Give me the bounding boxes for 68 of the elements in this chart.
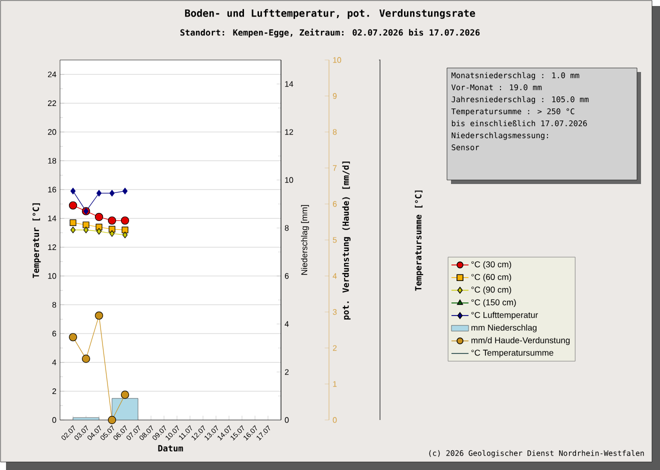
legend-label: °C (150 cm) <box>471 299 516 307</box>
y2-axis-title: Niederschlag [mm] <box>301 205 309 275</box>
y2-tick-label: 0 <box>284 417 289 423</box>
point <box>82 354 90 363</box>
point <box>94 212 104 222</box>
y3-tick-label: 10 <box>333 57 342 63</box>
point <box>83 226 89 234</box>
point <box>109 190 115 196</box>
y-tick-label: 8 <box>52 302 56 308</box>
y3-tick-label: 2 <box>332 345 337 351</box>
point <box>109 230 115 237</box>
y2-tick-label: 6 <box>284 273 289 279</box>
x-axis-title: Datum <box>158 445 183 452</box>
y-tick-label: 14 <box>48 216 56 222</box>
y-tick-label: 20 <box>48 129 56 135</box>
y-tick-label: 2 <box>52 388 56 394</box>
point <box>96 190 102 196</box>
y2-tick-label: 8 <box>284 225 289 231</box>
point <box>120 390 130 399</box>
legend-label: °C (60 cm) <box>471 274 512 282</box>
y3-tick-label: 7 <box>332 165 337 171</box>
y-axis-title: Temperatur [°C] <box>32 203 41 278</box>
point <box>70 188 76 194</box>
point <box>122 226 128 234</box>
y2-tick-label: 14 <box>285 81 294 87</box>
point <box>70 219 76 226</box>
point <box>108 216 116 225</box>
legend-label: mm Niederschlag <box>471 324 536 332</box>
point <box>122 188 128 194</box>
text: Boden- und Lufttemperatur, pot. Verdunstungsrate <box>185 9 476 19</box>
y3-axis-title: pot. Verdunstung (Haude) [mm/d] <box>342 162 351 320</box>
y3-tick-label: 9 <box>332 93 337 99</box>
point <box>70 226 76 234</box>
text: Temperatursumme [°C] <box>414 190 424 291</box>
point <box>68 201 78 210</box>
y2-tick-label: 12 <box>285 129 294 135</box>
y3-tick-label: 4 <box>332 273 337 279</box>
y-tick-label: 16 <box>48 186 56 192</box>
point <box>108 416 116 424</box>
legend-label: °C Lufttemperatur <box>471 312 538 320</box>
y3-tick-label: 5 <box>332 237 337 243</box>
y-tick-label: 24 <box>48 72 56 78</box>
text: Standort: Kempen-Egge, Zeitraum: 02.07.2026 bis 17.07.2026 <box>180 28 480 38</box>
y3-tick-label: 1 <box>333 381 337 387</box>
y2-tick-label: 4 <box>284 321 289 327</box>
y3-tick-label: 8 <box>332 129 337 135</box>
legend-label: °C Temperatursumme <box>471 350 554 358</box>
y-tick-label: 6 <box>52 330 56 336</box>
point <box>68 333 78 342</box>
legend-label: °C (90 cm) <box>471 286 512 294</box>
legend-label: mm/d Haude-Verdunstung <box>471 337 570 345</box>
y-tick-label: 10 <box>48 273 56 279</box>
y3-tick-label: 0 <box>332 417 337 423</box>
y-tick-label: 12 <box>48 244 56 250</box>
y-tick-label: 4 <box>52 360 56 366</box>
y-tick-label: 0 <box>52 417 56 423</box>
legend-label: °C (30 cm) <box>471 261 512 270</box>
point <box>120 216 130 225</box>
point <box>82 222 90 228</box>
y2-tick-label: 2 <box>284 369 289 375</box>
y3-tick-label: 3 <box>332 309 337 315</box>
point <box>122 232 128 238</box>
point <box>96 228 102 235</box>
y-tick-label: 18 <box>48 158 56 164</box>
y3-tick-label: 6 <box>332 201 337 207</box>
point <box>94 311 104 320</box>
y2-tick-label: 10 <box>285 177 294 183</box>
y-tick-label: 22 <box>48 100 56 106</box>
